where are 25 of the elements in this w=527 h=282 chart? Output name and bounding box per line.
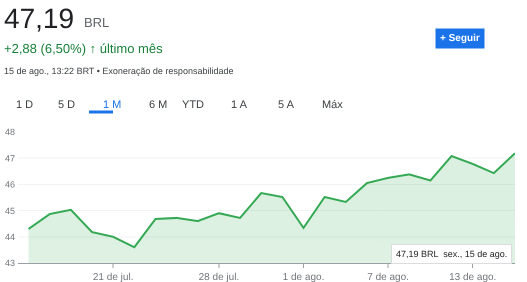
y-tick-label: 43	[4, 258, 15, 268]
x-tick-label: 7 de ago.	[367, 272, 409, 282]
text: 1 D	[16, 99, 34, 111]
text: BRL	[84, 15, 110, 30]
text: + Seguir	[440, 33, 480, 44]
text: 1 A	[231, 99, 248, 111]
y-tick-label: 45	[4, 206, 15, 216]
x-tick-label: 21 de jul.	[92, 272, 134, 282]
chart-title: 47,19	[4, 3, 74, 34]
y-tick-label: 46	[4, 180, 15, 190]
annotation: 47,19 BRL sex., 15 de ago.	[396, 249, 508, 259]
text: 1 M	[103, 99, 122, 111]
x-tick-label: 13 de ago.	[449, 272, 496, 282]
x-tick-label: 28 de jul.	[198, 272, 240, 282]
text: +2,88 (6,50%) ↑ último mês	[4, 41, 164, 56]
text: 6 M	[149, 99, 168, 111]
y-tick-label: 47	[4, 153, 15, 164]
text: 5 D	[58, 99, 76, 111]
x-tick-label: 1 de ago.	[282, 272, 324, 282]
text: 5 A	[278, 99, 295, 111]
y-tick-label: 48	[4, 127, 15, 138]
text: 15 de ago., 13:22 BRT • Exoneração de responsabilidade	[4, 66, 234, 76]
text: YTD	[182, 99, 204, 111]
text: Máx	[322, 99, 344, 111]
y-tick-label: 44	[4, 232, 15, 242]
